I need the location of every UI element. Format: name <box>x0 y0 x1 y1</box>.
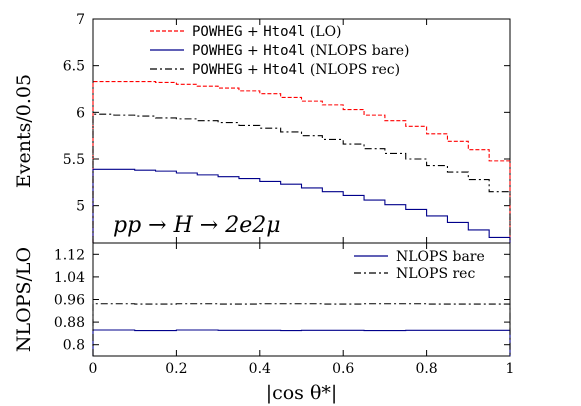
legend-label-1: POWHEG + Hto4l (NLOPS bare) <box>192 43 410 59</box>
top-y-tick-label: 6.5 <box>63 59 85 75</box>
top-y-axis-label: Events/0.05 <box>13 74 35 188</box>
bottom-panel: 0.8 0.88 0.96 1.04 1.12 0 0.2 0.4 0.6 0.8 1 NLOPS/L… <box>13 242 515 404</box>
process-annotation: pp → H → 2e2μ <box>113 213 281 238</box>
top-series-line-1 <box>92 168 511 243</box>
top-y-tick-label: 6 <box>76 105 85 121</box>
x-axis-label: |cos θ*| <box>266 382 338 404</box>
x-tick-label: 0.6 <box>332 361 354 377</box>
x-tick-label: 0 <box>89 361 98 377</box>
legend-label-0: POWHEG + Hto4l (LO) <box>192 24 342 40</box>
top-series-line-0 <box>92 80 511 243</box>
top-y-tick-label: 5.5 <box>63 152 85 168</box>
bottom-series-line-0 <box>92 329 511 356</box>
ratio-legend-label-0: NLOPS bare <box>396 249 485 265</box>
ratio-legend-label-1: NLOPS rec <box>396 266 475 282</box>
top-y-tick-label: 5 <box>76 199 85 215</box>
bottom-y-tick-label: 1.12 <box>54 247 85 263</box>
x-tick-label: 1 <box>506 361 515 377</box>
x-tick-label: 0.8 <box>415 361 437 377</box>
bottom-y-axis-label: NLOPS/LO <box>13 247 35 352</box>
bottom-y-tick-label: 0.88 <box>54 315 85 331</box>
bottom-y-tick-label: 0.96 <box>54 293 85 309</box>
x-tick-label: 0.4 <box>249 361 271 377</box>
bottom-y-tick-label: 1.04 <box>54 270 85 286</box>
bottom-series-line-1 <box>92 303 511 356</box>
top-panel: 5 5.5 6 6.5 7 Events/0.05 POWHEG + Hto4l (LO) P… <box>13 12 511 244</box>
bottom-y-tick-label: 0.8 <box>63 338 85 354</box>
top-series-line-2 <box>92 113 511 243</box>
top-y-tick-label: 7 <box>76 12 85 28</box>
legend-label-2: POWHEG + Hto4l (NLOPS rec) <box>192 62 400 78</box>
x-tick-label: 0.2 <box>165 361 187 377</box>
